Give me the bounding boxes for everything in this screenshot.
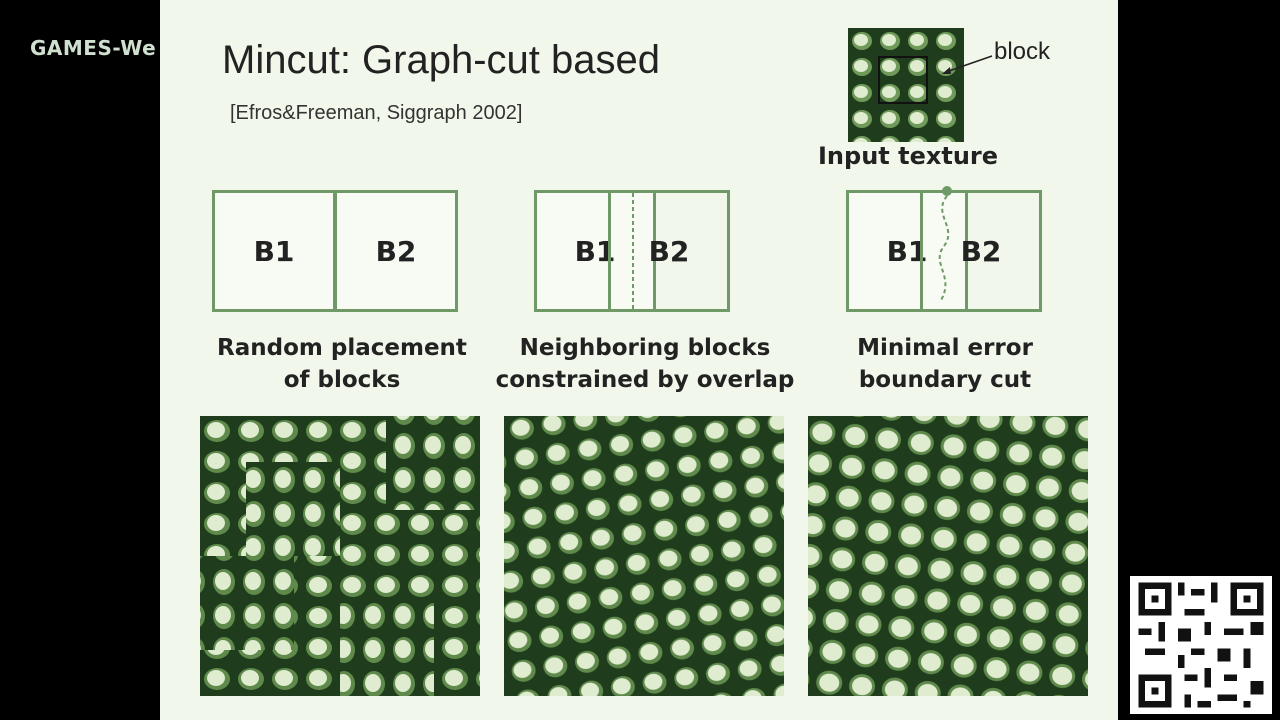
- arrow-icon: [942, 55, 993, 74]
- slide: Mincut: Graph-cut based [Efros&Freeman, …: [160, 0, 1118, 720]
- boundary-cut-path: [938, 186, 952, 303]
- watermark: GAMES-We: [30, 36, 157, 60]
- caption-line: Minimal error: [857, 335, 1033, 361]
- caption-overlap: Neighboring blocks constrained by overla…: [490, 332, 800, 396]
- block-label: block: [994, 38, 1051, 65]
- input-texture-caption: Input texture: [818, 142, 999, 170]
- caption-line: boundary cut: [858, 367, 1032, 393]
- diagram-overlap: B1 B2: [534, 190, 730, 312]
- qr-code-icon: [1130, 576, 1272, 714]
- block-b2: B2: [920, 190, 1042, 312]
- overlap-straight-cut: [632, 193, 634, 309]
- citation: [Efros&Freeman, Siggraph 2002]: [230, 102, 523, 124]
- diagram-boundary-cut: B1 B2: [846, 186, 1042, 312]
- block-b2: B2: [334, 190, 458, 312]
- caption-line: constrained by overlap: [495, 367, 795, 393]
- block-b2: B2: [608, 190, 730, 312]
- caption-line: of blocks: [283, 367, 401, 393]
- result-boundary-cut-image: [808, 416, 1088, 696]
- block-b1: B1: [212, 190, 336, 312]
- diagram-random-placement: B1 B2: [212, 190, 458, 312]
- result-random-placement-image: [200, 416, 480, 696]
- block-marker: [878, 56, 928, 104]
- caption-boundary-cut: Minimal error boundary cut: [800, 332, 1090, 396]
- caption-line: Random placement: [217, 335, 467, 361]
- result-overlap-image: [504, 416, 784, 696]
- caption-random-placement: Random placement of blocks: [202, 332, 482, 396]
- caption-line: Neighboring blocks: [519, 335, 771, 361]
- slide-title: Mincut: Graph-cut based: [222, 38, 660, 82]
- input-texture-image: [848, 28, 964, 142]
